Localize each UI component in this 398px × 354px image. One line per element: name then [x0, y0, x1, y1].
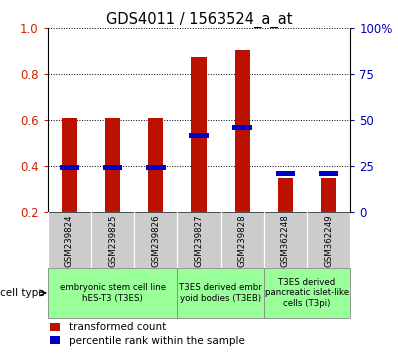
Bar: [264, 212, 307, 268]
Text: T3ES derived
pancreatic islet-like
cells (T3pi): T3ES derived pancreatic islet-like cells…: [265, 278, 349, 308]
Text: GSM239824: GSM239824: [65, 214, 74, 267]
Bar: [62, 118, 77, 212]
Bar: [48, 268, 178, 318]
Text: cell type: cell type: [0, 288, 44, 298]
Text: GSM362248: GSM362248: [281, 214, 290, 267]
Bar: [264, 268, 350, 318]
Bar: [134, 212, 178, 268]
Text: GSM362249: GSM362249: [324, 214, 333, 267]
Bar: [91, 212, 134, 268]
Bar: [191, 57, 207, 212]
Bar: [321, 178, 336, 212]
Bar: [307, 212, 350, 268]
Bar: [235, 50, 250, 212]
Text: embryonic stem cell line
hES-T3 (T3ES): embryonic stem cell line hES-T3 (T3ES): [60, 283, 166, 303]
Bar: [105, 118, 120, 212]
Bar: [275, 171, 295, 176]
Text: GSM239828: GSM239828: [238, 214, 247, 267]
Bar: [48, 212, 91, 268]
Bar: [103, 165, 123, 170]
Text: T3ES derived embr
yoid bodies (T3EB): T3ES derived embr yoid bodies (T3EB): [179, 283, 262, 303]
Bar: [146, 165, 166, 170]
Title: GDS4011 / 1563524_a_at: GDS4011 / 1563524_a_at: [106, 12, 292, 28]
Text: GSM239826: GSM239826: [151, 214, 160, 267]
Bar: [220, 212, 264, 268]
Bar: [278, 178, 293, 212]
Bar: [178, 268, 264, 318]
Text: GSM239825: GSM239825: [108, 214, 117, 267]
Bar: [319, 171, 338, 176]
Legend: transformed count, percentile rank within the sample: transformed count, percentile rank withi…: [50, 322, 244, 346]
Bar: [232, 125, 252, 130]
Bar: [189, 133, 209, 138]
Bar: [148, 118, 163, 212]
Text: GSM239827: GSM239827: [195, 214, 203, 267]
Bar: [60, 165, 79, 170]
Bar: [178, 212, 220, 268]
